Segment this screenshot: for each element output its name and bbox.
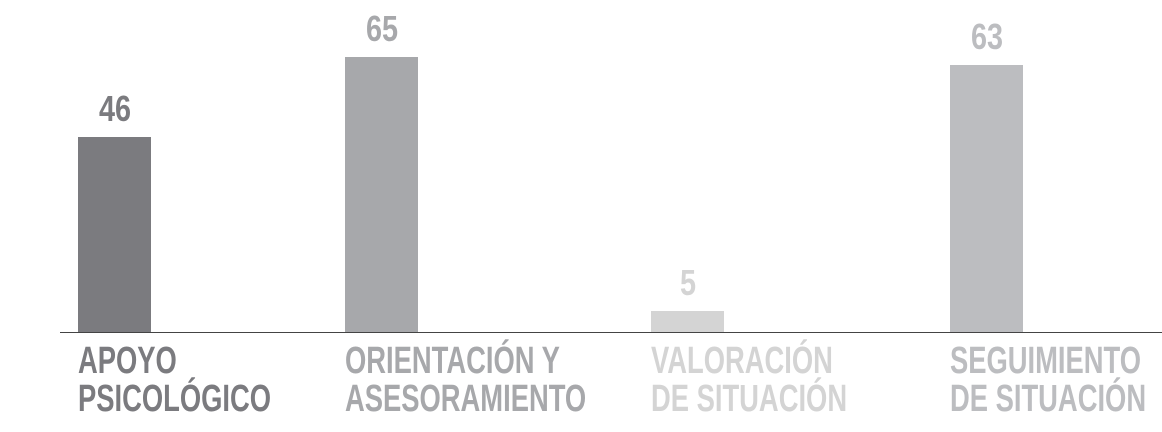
value-label: 65 xyxy=(365,8,398,49)
bar xyxy=(651,310,724,332)
value-label: 63 xyxy=(970,16,1003,58)
category-label: SEGUIMIENTO DE SITUACIÓN xyxy=(950,340,1147,420)
bar xyxy=(950,65,1023,332)
value-label: 5 xyxy=(679,261,696,303)
bar xyxy=(345,57,418,332)
category-label: APOYO PSICOLÓGICO xyxy=(78,340,272,420)
value-label: 46 xyxy=(98,88,131,130)
category-label: VALORACIÓN DE SITUACIÓN xyxy=(651,340,848,420)
category-label: ORIENTACIÓN Y ASESORAMIENTO xyxy=(345,340,587,420)
bar xyxy=(78,137,151,332)
baseline xyxy=(60,332,1162,333)
